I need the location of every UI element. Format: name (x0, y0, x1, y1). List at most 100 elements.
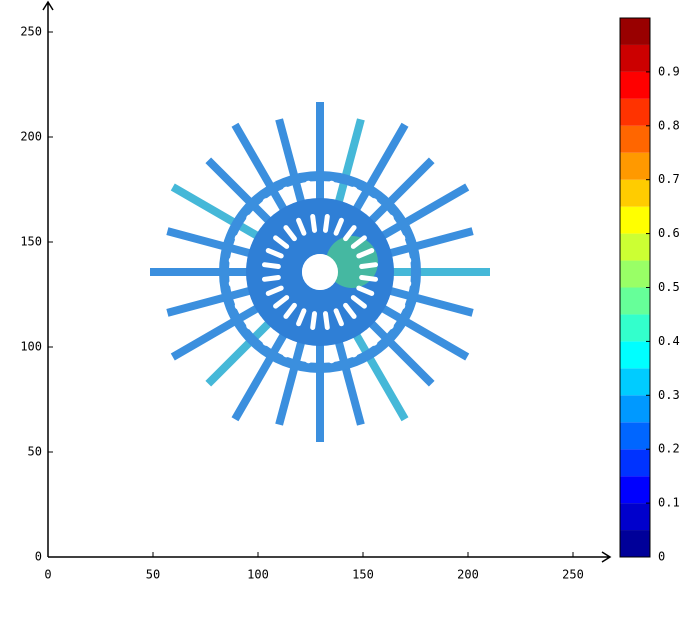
slot (283, 225, 297, 242)
spoke (376, 227, 474, 261)
colorbar-band (620, 368, 650, 396)
slot (359, 262, 379, 270)
slot (228, 278, 247, 288)
spoke (231, 122, 294, 223)
colorbar-band (620, 125, 650, 153)
spoke (166, 283, 264, 317)
colorbar-band (620, 71, 650, 99)
slot (377, 315, 394, 330)
colorbar-band (620, 395, 650, 423)
slot (310, 311, 318, 331)
slot (350, 235, 367, 249)
colorbar-band (620, 341, 650, 369)
x-tick-label: 250 (562, 568, 584, 582)
slot (310, 213, 318, 233)
spoke (369, 298, 470, 361)
colorbar-band (620, 179, 650, 207)
colorbar-tick-label: 0.3 (658, 388, 680, 402)
outer-ring (219, 171, 421, 373)
y-tick-label: 100 (20, 340, 42, 354)
spoke (166, 227, 264, 261)
slot (333, 308, 344, 327)
field-image (150, 102, 490, 442)
slot (377, 214, 394, 229)
slot (296, 308, 307, 327)
spoke (231, 321, 294, 422)
slot (261, 274, 281, 282)
colorbar-band (620, 530, 650, 557)
slot (261, 262, 281, 270)
spoke (170, 298, 271, 361)
slot (296, 217, 307, 236)
spoke (170, 183, 271, 246)
colorbar-band (620, 449, 650, 477)
spoke (359, 157, 435, 233)
slot (304, 180, 314, 199)
hole (302, 254, 338, 290)
spoke (376, 283, 474, 317)
slot (388, 297, 406, 310)
y-tick-label: 200 (20, 130, 42, 144)
colorbar-band (620, 152, 650, 180)
slot (333, 217, 344, 236)
slot (359, 274, 379, 282)
colorbar-tick-label: 0.2 (658, 442, 680, 456)
slot (393, 256, 412, 266)
colorbar-tick-label: 0.1 (658, 496, 680, 510)
colorbar-band (620, 314, 650, 342)
colorbar-band (620, 476, 650, 504)
colorbar-tick-label: 0.6 (658, 226, 680, 240)
y-tick-label: 250 (20, 25, 42, 39)
spoke (275, 328, 309, 426)
colorbar-band (620, 206, 650, 234)
colorbar-tick-label: 0.5 (658, 280, 680, 294)
slot (228, 256, 247, 266)
slot (343, 302, 357, 319)
colorbar-tick-label: 0.7 (658, 172, 680, 186)
colorbar-band (620, 422, 650, 450)
y-axis (42, 0, 54, 557)
slot (322, 311, 330, 331)
slot (326, 345, 336, 364)
colorbar-band (620, 260, 650, 288)
colorbar-band (620, 18, 650, 45)
spoke (331, 328, 365, 426)
slot (282, 340, 295, 358)
spoke (205, 157, 281, 233)
slot (326, 180, 336, 199)
slot (246, 315, 263, 330)
spoke (346, 321, 409, 422)
slot (350, 295, 367, 309)
x-tick-label: 50 (146, 568, 160, 582)
slot (322, 213, 330, 233)
spoke (205, 311, 281, 387)
slot (273, 295, 290, 309)
slot (304, 345, 314, 364)
y-tick-label: 0 (35, 550, 42, 564)
slot (393, 278, 412, 288)
slot (234, 297, 252, 310)
slot (262, 329, 277, 346)
colorbar-band (620, 98, 650, 126)
slot (283, 302, 297, 319)
x-axis (48, 551, 612, 563)
colorbar-tick-label: 0.8 (658, 118, 680, 132)
slot (356, 285, 375, 296)
spoke (359, 311, 435, 387)
slot (345, 340, 358, 358)
colorbar-band (620, 44, 650, 72)
y-tick-label: 50 (28, 445, 42, 459)
slot (356, 248, 375, 259)
slot (265, 248, 284, 259)
slot (345, 186, 358, 204)
slot (388, 234, 406, 247)
slot (363, 198, 378, 215)
spoke (369, 183, 470, 246)
slot (246, 214, 263, 229)
colorbar-band (620, 503, 650, 531)
x-tick-label: 100 (247, 568, 269, 582)
spoke (331, 118, 365, 216)
y-tick-label: 150 (20, 235, 42, 249)
